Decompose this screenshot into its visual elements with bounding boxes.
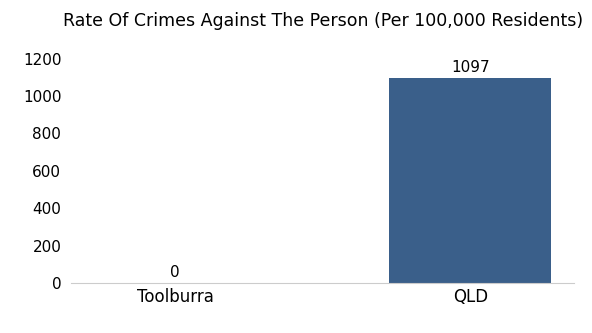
Text: 1097: 1097 xyxy=(451,60,490,75)
Bar xyxy=(389,78,551,283)
Title: Rate Of Crimes Against The Person (Per 100,000 Residents): Rate Of Crimes Against The Person (Per 1… xyxy=(63,12,583,30)
Text: 0: 0 xyxy=(170,265,180,280)
